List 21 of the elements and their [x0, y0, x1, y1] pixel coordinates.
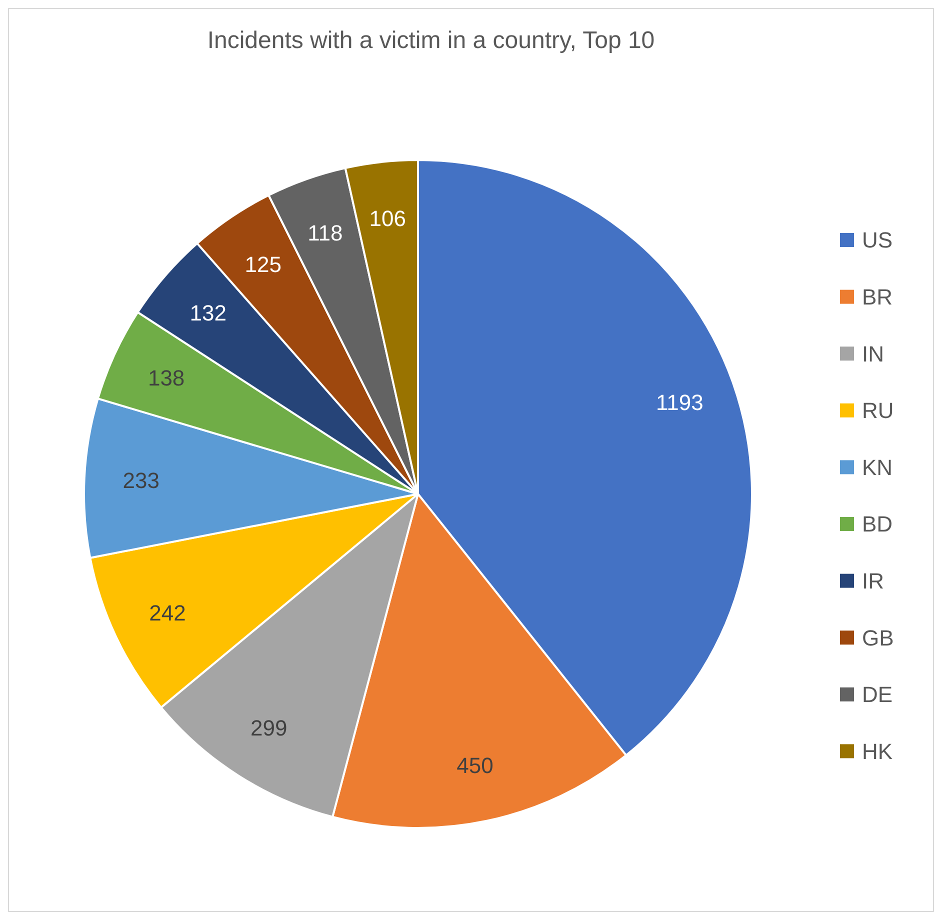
data-label: 132 [190, 300, 226, 326]
legend-label: BR [862, 284, 893, 310]
data-label: 233 [122, 468, 160, 494]
data-label: 242 [149, 600, 186, 626]
legend-label: US [862, 228, 893, 253]
legend-label: IN [862, 341, 884, 366]
data-label: 106 [369, 206, 406, 232]
legend-label: DE [862, 682, 893, 708]
data-label: 125 [244, 252, 282, 277]
data-label: 138 [148, 365, 185, 390]
data-label: 450 [456, 753, 494, 778]
data-label: 118 [308, 220, 343, 246]
chart-title: Incidents with a victim in a country, Top 10 [207, 27, 655, 54]
legend-label: KN [862, 454, 893, 480]
legend-label: IR [862, 568, 884, 594]
legend-label: RU [862, 398, 894, 424]
data-label: 299 [250, 715, 288, 740]
legend-label: GB [862, 625, 894, 650]
legend-label: BD [862, 512, 893, 537]
data-label: 1193 [656, 390, 704, 416]
legend-label: HK [862, 738, 893, 764]
